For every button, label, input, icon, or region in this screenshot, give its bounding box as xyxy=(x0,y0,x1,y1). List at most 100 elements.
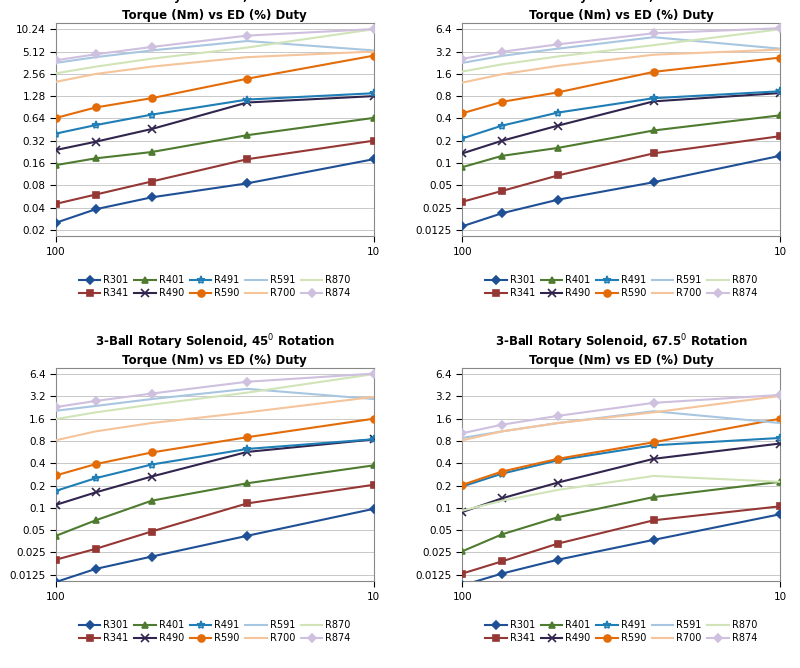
R870 xyxy=(649,472,658,480)
R490 xyxy=(775,440,785,448)
R341 xyxy=(458,570,467,578)
R341 xyxy=(369,481,378,489)
Line: R341: R341 xyxy=(460,504,782,576)
R874 xyxy=(498,421,507,429)
R341 xyxy=(554,540,563,548)
R491 xyxy=(554,456,563,464)
R700 xyxy=(775,392,785,400)
R590 xyxy=(51,472,61,480)
R301 xyxy=(242,179,252,187)
R341 xyxy=(554,172,563,180)
Line: R700: R700 xyxy=(462,396,780,440)
R700 xyxy=(369,393,378,401)
Line: R590: R590 xyxy=(53,52,377,122)
R870 xyxy=(242,43,252,51)
Line: R874: R874 xyxy=(460,25,782,61)
R874 xyxy=(554,40,563,48)
R401 xyxy=(498,152,507,160)
R301 xyxy=(51,218,61,226)
R870 xyxy=(146,401,156,409)
R874 xyxy=(775,391,785,399)
R590 xyxy=(498,468,507,476)
Line: R301: R301 xyxy=(54,506,376,584)
R341 xyxy=(242,155,252,163)
Legend: R301, R341, R401, R490, R491, R590, R591, R700, R870, R874: R301, R341, R401, R490, R491, R590, R591… xyxy=(79,275,350,298)
Line: R870: R870 xyxy=(56,374,374,419)
R490 xyxy=(242,98,252,106)
R870 xyxy=(91,408,101,416)
R700 xyxy=(649,51,658,59)
Line: R490: R490 xyxy=(458,89,784,158)
R341 xyxy=(458,198,467,206)
R341 xyxy=(146,528,156,536)
R491 xyxy=(242,96,252,104)
R341 xyxy=(51,200,61,208)
R491 xyxy=(51,130,61,138)
R591 xyxy=(649,33,658,41)
R301 xyxy=(51,578,61,586)
Line: R590: R590 xyxy=(53,415,377,479)
R401 xyxy=(91,154,101,162)
R870 xyxy=(51,415,61,423)
Line: R401: R401 xyxy=(53,114,377,168)
R700 xyxy=(554,62,563,70)
R301 xyxy=(649,178,658,186)
R590 xyxy=(91,104,101,112)
Line: R874: R874 xyxy=(54,371,376,410)
Line: R341: R341 xyxy=(460,134,782,204)
R700 xyxy=(554,419,563,427)
Line: R874: R874 xyxy=(54,26,376,63)
R874 xyxy=(369,25,378,33)
R301 xyxy=(498,570,507,578)
R700 xyxy=(242,53,252,61)
Title: 3-Ball Rotary Solenoid, 25$^0$ Rotation
Torque (Nm) vs ED (%) Duty: 3-Ball Rotary Solenoid, 25$^0$ Rotation … xyxy=(94,0,335,22)
Line: R401: R401 xyxy=(459,478,783,554)
R591 xyxy=(775,45,785,53)
R590 xyxy=(458,110,467,118)
R590 xyxy=(498,98,507,106)
Legend: R301, R341, R401, R490, R491, R590, R591, R700, R870, R874: R301, R341, R401, R490, R491, R590, R591… xyxy=(486,275,757,298)
R341 xyxy=(775,502,785,510)
Line: R490: R490 xyxy=(52,92,378,154)
Line: R341: R341 xyxy=(54,482,376,562)
R491 xyxy=(498,470,507,478)
R874 xyxy=(775,24,785,32)
R401 xyxy=(554,144,563,152)
R490 xyxy=(369,92,378,100)
R590 xyxy=(242,75,252,83)
R301 xyxy=(649,536,658,544)
R341 xyxy=(91,190,101,198)
R301 xyxy=(775,152,785,160)
R591 xyxy=(51,407,61,415)
Line: R590: R590 xyxy=(459,415,783,488)
R490 xyxy=(554,478,563,486)
R401 xyxy=(458,163,467,171)
R401 xyxy=(146,148,156,156)
R301 xyxy=(458,222,467,230)
R490 xyxy=(146,125,156,133)
R491 xyxy=(242,445,252,453)
R874 xyxy=(91,397,101,405)
Line: R870: R870 xyxy=(462,29,780,71)
Line: R491: R491 xyxy=(458,87,784,142)
R870 xyxy=(498,497,507,505)
R401 xyxy=(146,497,156,505)
R700 xyxy=(242,408,252,416)
R491 xyxy=(458,134,467,142)
R301 xyxy=(91,205,101,213)
R490 xyxy=(458,508,467,516)
R301 xyxy=(242,532,252,540)
R341 xyxy=(146,178,156,186)
R591 xyxy=(554,419,563,427)
R401 xyxy=(649,126,658,134)
R490 xyxy=(369,436,378,444)
R591 xyxy=(242,37,252,45)
R590 xyxy=(91,460,101,468)
Line: R591: R591 xyxy=(56,389,374,411)
R490 xyxy=(51,146,61,154)
R490 xyxy=(458,150,467,158)
R341 xyxy=(498,557,507,565)
R591 xyxy=(369,46,378,54)
R874 xyxy=(146,389,156,397)
R401 xyxy=(51,532,61,540)
